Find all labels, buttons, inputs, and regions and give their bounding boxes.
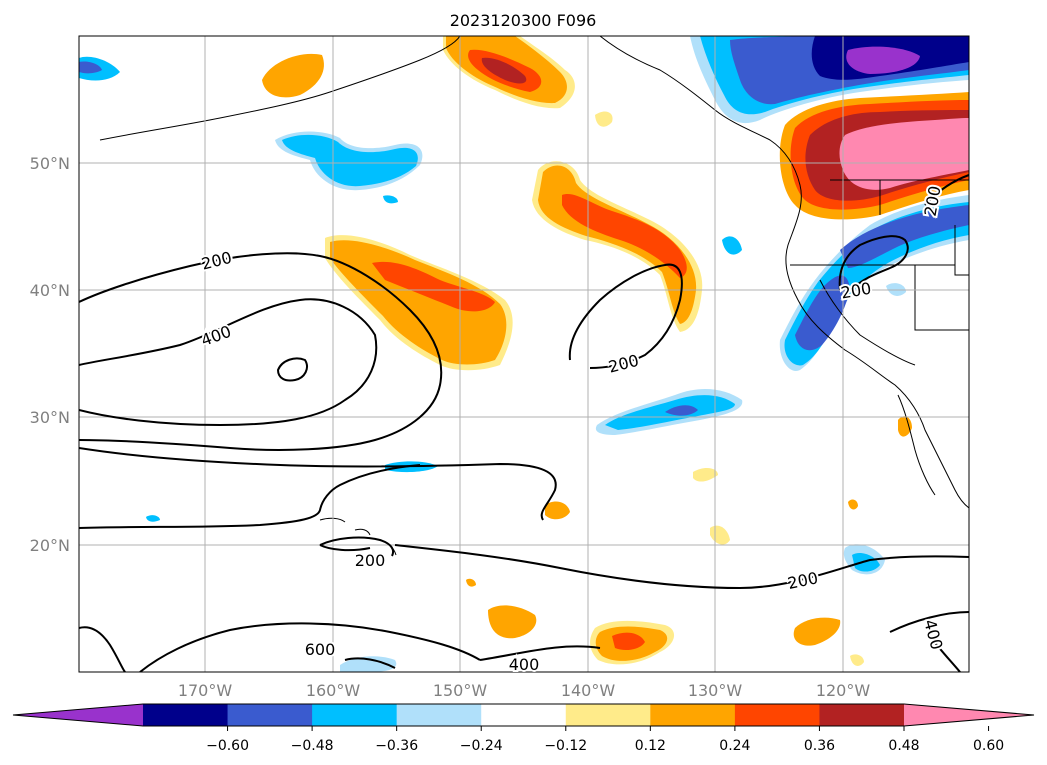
lon-label: 170°W (178, 681, 233, 700)
colorbar-swatch (650, 704, 736, 726)
gridlines (79, 36, 969, 672)
colorbar-tick-label: −0.48 (291, 738, 334, 754)
map-title: 2023120300 F096 (450, 11, 597, 30)
colorbar: −0.60 −0.48 −0.36 −0.24 −0.12 0.12 0.24 0.36 0.4… (12, 703, 1035, 754)
contour-label: 200 (355, 551, 386, 570)
lat-label: 50°N (30, 154, 70, 173)
colorbar-extend-low (13, 704, 143, 726)
positive-anomaly-fills (262, 36, 969, 666)
colorbar-tick-label: −0.12 (544, 738, 587, 754)
height-contours (79, 174, 969, 672)
negative-anomaly-fills (79, 36, 969, 672)
colorbar-extend-high (904, 704, 1034, 726)
colorbar-tick-label: 0.36 (804, 738, 835, 754)
colorbar-swatch (819, 704, 905, 726)
colorbar-swatch (396, 704, 482, 726)
colorbar-tick-label: −0.36 (375, 738, 418, 754)
lon-label: 120°W (816, 681, 871, 700)
colorbar-swatch (734, 704, 820, 726)
latitude-labels: 50°N 40°N 30°N 20°N (30, 154, 70, 555)
colorbar-swatch (312, 704, 398, 726)
lat-label: 40°N (30, 281, 70, 300)
colorbar-tick-label: −0.60 (206, 738, 249, 754)
lon-label: 140°W (561, 681, 616, 700)
lon-label: 150°W (433, 681, 488, 700)
map-area (79, 36, 969, 672)
colorbar-swatch (565, 704, 651, 726)
colorbar-swatch (143, 704, 229, 726)
colorbar-swatch (227, 704, 313, 726)
map-frame (78, 35, 970, 673)
colorbar-outline (12, 703, 1035, 727)
colorbar-tick-label: 0.60 (973, 738, 1004, 754)
lat-label: 20°N (30, 536, 70, 555)
lat-label: 30°N (30, 408, 70, 427)
colorbar-tick-label: 0.12 (635, 738, 666, 754)
colorbar-swatch (481, 704, 567, 726)
colorbar-tick-label: −0.24 (460, 738, 503, 754)
contour-label: 600 (305, 640, 336, 659)
contour-label: 400 (509, 655, 540, 674)
coastlines (99, 36, 969, 556)
colorbar-tick-label: 0.48 (888, 738, 919, 754)
longitude-labels: 170°W 160°W 150°W 140°W 130°W 120°W (178, 681, 871, 700)
colorbar-tick-label: 0.24 (719, 738, 750, 754)
lon-label: 160°W (306, 681, 361, 700)
lon-label: 130°W (688, 681, 743, 700)
